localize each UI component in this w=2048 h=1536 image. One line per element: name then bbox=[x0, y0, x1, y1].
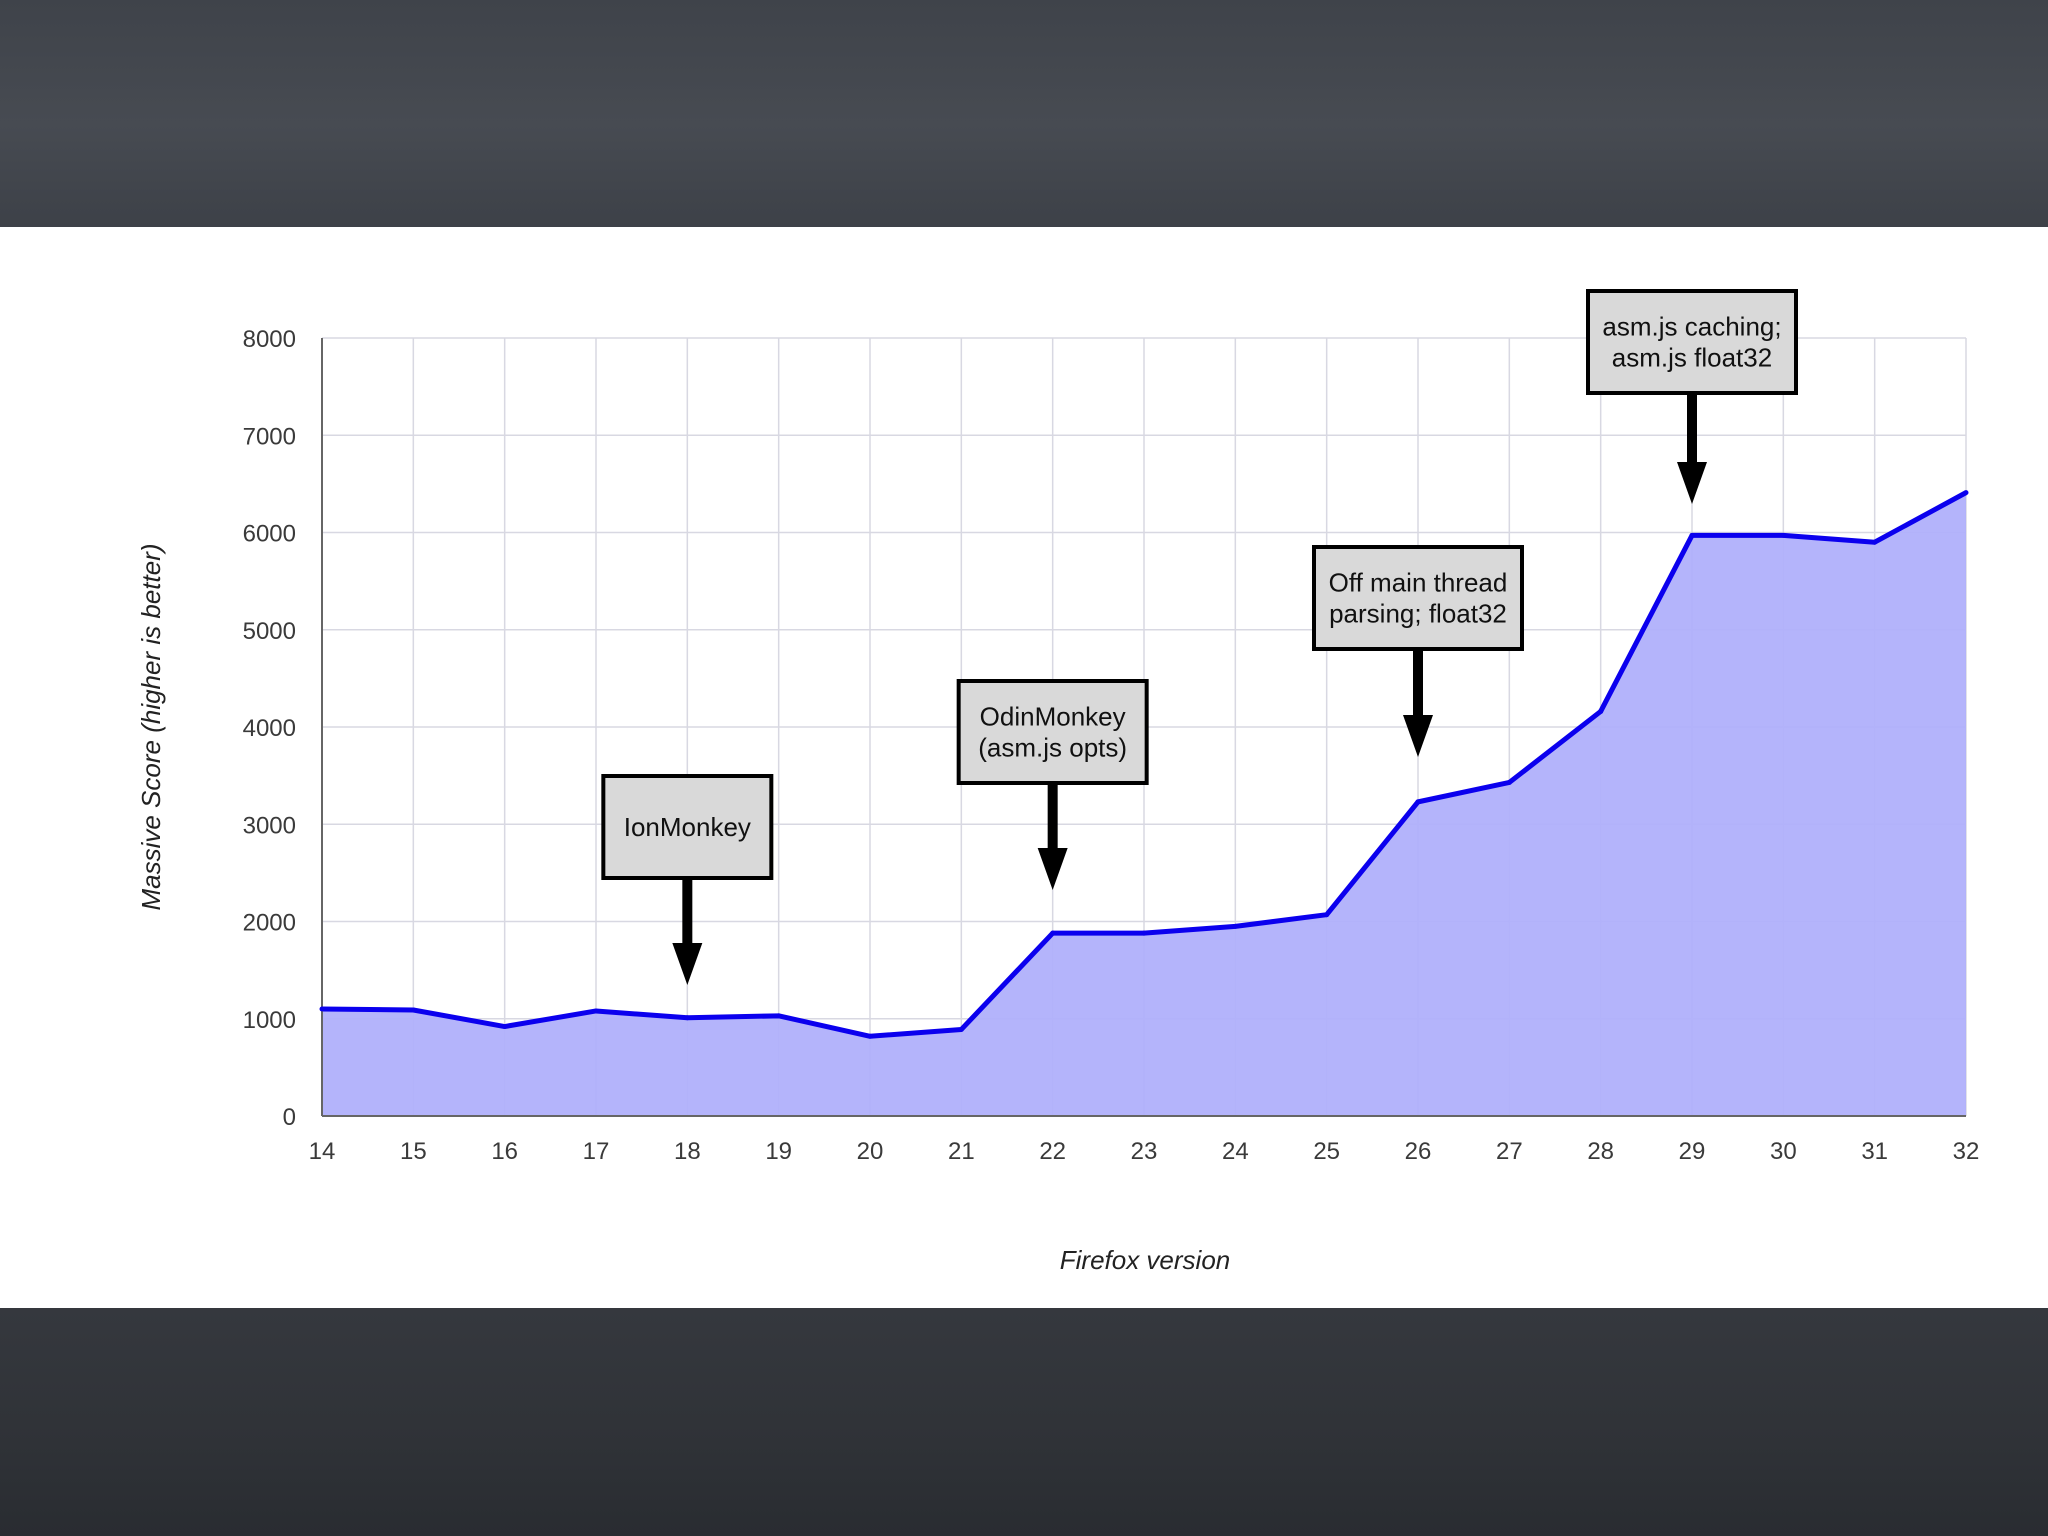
axes bbox=[321, 338, 1966, 1117]
data-points bbox=[319, 490, 1969, 1039]
annotation-box bbox=[956, 679, 1149, 785]
data-point-20 bbox=[867, 1033, 873, 1039]
annotation-arrow-shaft bbox=[1047, 783, 1058, 852]
x-tick-label-28: 28 bbox=[1587, 1138, 1614, 1165]
slide: 0 1000 2000 3000 4000 5000 6000 7000 8000 14 15 16… bbox=[0, 227, 2048, 1308]
x-tick-label-29: 29 bbox=[1679, 1138, 1706, 1165]
data-point-21 bbox=[958, 1026, 964, 1032]
x-tick-label-26: 26 bbox=[1405, 1138, 1432, 1165]
x-tick-label-19: 19 bbox=[765, 1138, 792, 1165]
data-point-24 bbox=[1232, 923, 1238, 929]
x-tick-label-31: 31 bbox=[1861, 1138, 1888, 1165]
annotation-arrow-shaft bbox=[1413, 649, 1423, 719]
y-tick-label-2000: 2000 bbox=[243, 910, 296, 937]
annotation-text: asm.js float32 bbox=[1612, 343, 1772, 373]
data-point-27 bbox=[1506, 779, 1512, 785]
score-area bbox=[322, 492, 1966, 1116]
data-point-23 bbox=[1141, 930, 1147, 936]
data-point-16 bbox=[502, 1024, 508, 1030]
annotation-arrow-head bbox=[1677, 462, 1707, 504]
chalkboard-bottom bbox=[0, 1308, 2048, 1536]
annotation-arrow-shaft bbox=[1687, 393, 1697, 466]
data-point-18 bbox=[684, 1015, 690, 1021]
annotation-box bbox=[601, 774, 774, 880]
annotation-arrow-head bbox=[672, 943, 703, 985]
chalkboard-top bbox=[0, 0, 2048, 227]
data-point-19 bbox=[776, 1013, 782, 1019]
data-point-30 bbox=[1780, 532, 1786, 538]
data-point-15 bbox=[410, 1007, 416, 1013]
annotation-text: asm.js caching; bbox=[1602, 312, 1781, 342]
annotation-text: parsing; float32 bbox=[1329, 599, 1507, 629]
annotation-1: OdinMonkey(asm.js opts) bbox=[956, 679, 1149, 890]
x-tick-label-25: 25 bbox=[1313, 1138, 1340, 1165]
data-point-22 bbox=[1050, 930, 1056, 936]
y-tick-label-5000: 5000 bbox=[243, 618, 296, 645]
annotation-text: OdinMonkey bbox=[980, 702, 1126, 732]
annotation-arrow-head bbox=[1403, 715, 1433, 757]
y-tick-label-1000: 1000 bbox=[243, 1007, 296, 1034]
x-tick-label-32: 32 bbox=[1953, 1138, 1980, 1165]
annotation-arrow-shaft bbox=[682, 878, 693, 947]
x-tick-label-23: 23 bbox=[1131, 1138, 1158, 1165]
annotation-text: IonMonkey bbox=[624, 812, 751, 842]
annotation-text: Off main thread bbox=[1329, 568, 1508, 598]
x-tick-label-18: 18 bbox=[674, 1138, 701, 1165]
data-point-29 bbox=[1689, 532, 1695, 538]
data-point-31 bbox=[1872, 539, 1878, 545]
x-tick-label-15: 15 bbox=[400, 1138, 427, 1165]
x-tick-label-17: 17 bbox=[583, 1138, 610, 1165]
x-tick-label-20: 20 bbox=[857, 1138, 884, 1165]
data-point-28 bbox=[1598, 708, 1604, 714]
annotation-box bbox=[1312, 545, 1524, 651]
x-axis-title: Firefox version bbox=[1060, 1245, 1231, 1275]
y-tick-labels: 0 1000 2000 3000 4000 5000 6000 7000 8000 bbox=[243, 326, 296, 1131]
annotation-arrow-head bbox=[1037, 848, 1068, 890]
y-tick-label-3000: 3000 bbox=[243, 812, 296, 839]
data-point-17 bbox=[593, 1008, 599, 1014]
x-tick-label-24: 24 bbox=[1222, 1138, 1249, 1165]
y-tick-label-4000: 4000 bbox=[243, 715, 296, 742]
x-tick-label-14: 14 bbox=[309, 1138, 336, 1165]
x-tick-label-21: 21 bbox=[948, 1138, 975, 1165]
annotation-text: (asm.js opts) bbox=[978, 733, 1127, 763]
y-tick-label-6000: 6000 bbox=[243, 521, 296, 548]
data-point-25 bbox=[1324, 912, 1330, 918]
y-tick-label-7000: 7000 bbox=[243, 423, 296, 450]
y-axis-title: Massive Score (higher is better) bbox=[136, 543, 166, 910]
data-point-26 bbox=[1415, 799, 1421, 805]
annotation-box bbox=[1586, 289, 1798, 395]
x-tick-label-22: 22 bbox=[1039, 1138, 1066, 1165]
y-tick-label-0: 0 bbox=[283, 1104, 296, 1131]
annotations: IonMonkey OdinMonkey(asm.js opts) Off main… bbox=[601, 289, 1798, 985]
x-tick-labels: 14 15 16 17 18 19 20 21 22 23 24 25 26 27 28 29 30 31 32 bbox=[309, 1138, 1980, 1165]
data-point-14 bbox=[319, 1006, 325, 1012]
x-tick-label-16: 16 bbox=[491, 1138, 518, 1165]
x-tick-label-30: 30 bbox=[1770, 1138, 1797, 1165]
annotation-0: IonMonkey bbox=[601, 774, 774, 985]
annotation-3: asm.js caching;asm.js float32 bbox=[1586, 289, 1798, 504]
x-tick-label-27: 27 bbox=[1496, 1138, 1523, 1165]
massive-score-chart: 0 1000 2000 3000 4000 5000 6000 7000 8000 14 15 16… bbox=[136, 289, 1980, 1275]
y-tick-label-8000: 8000 bbox=[243, 326, 296, 353]
data-point-32 bbox=[1963, 490, 1969, 496]
